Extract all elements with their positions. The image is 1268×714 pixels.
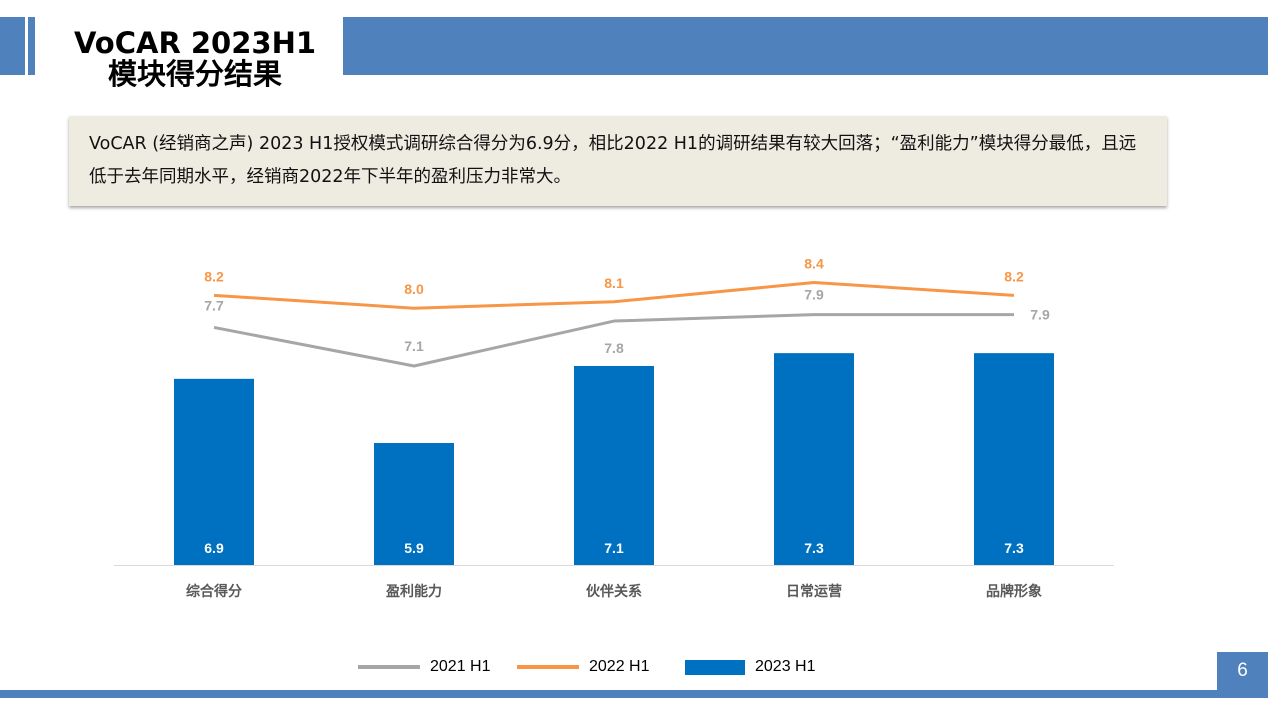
x-tick-label: 伙伴关系 bbox=[586, 583, 642, 600]
data-label-2021-H1: 7.1 bbox=[404, 338, 424, 354]
bar-2023 bbox=[774, 353, 854, 565]
legend-2021: 2021 H1 bbox=[358, 658, 491, 676]
line-2021-H1 bbox=[213, 313, 1014, 368]
legend-label: 2021 H1 bbox=[430, 658, 491, 675]
data-label-2021-H1: 7.7 bbox=[204, 297, 224, 313]
legend-swatch-2021 bbox=[358, 665, 420, 669]
legend-swatch-2023 bbox=[685, 659, 745, 675]
legend-label: 2022 H1 bbox=[589, 658, 650, 675]
page-title: VoCAR 2023H1 模块得分结果 bbox=[60, 28, 330, 90]
line-2022-H1 bbox=[213, 281, 1015, 310]
legend-2023: 2023 H1 bbox=[685, 658, 816, 676]
title-line-2: 模块得分结果 bbox=[107, 57, 282, 91]
bar-2023 bbox=[174, 378, 254, 565]
bar-2023 bbox=[374, 443, 454, 565]
footer-bar bbox=[0, 690, 1268, 698]
bar-label: 7.3 bbox=[804, 540, 824, 556]
bar-label: 7.1 bbox=[604, 540, 624, 556]
x-tick-label: 品牌形象 bbox=[986, 583, 1042, 600]
bar-2023 bbox=[574, 365, 654, 565]
data-label-2022-H1: 8.1 bbox=[604, 275, 624, 291]
legend-swatch-2022 bbox=[517, 665, 579, 669]
bar-label: 5.9 bbox=[404, 540, 424, 556]
title-line-1: VoCAR 2023H1 bbox=[73, 26, 317, 60]
x-tick-label: 盈利能力 bbox=[385, 583, 442, 600]
bar-2023 bbox=[974, 353, 1054, 565]
header-bar-left-thin bbox=[28, 17, 35, 75]
data-label-2022-H1: 8.4 bbox=[804, 256, 824, 272]
legend-label: 2023 H1 bbox=[755, 658, 816, 675]
bar-label: 6.9 bbox=[204, 540, 224, 556]
legend-2022: 2022 H1 bbox=[517, 658, 650, 676]
data-label-2021-H1: 7.9 bbox=[1030, 307, 1050, 323]
summary-box: VoCAR (经销商之声) 2023 H1授权模式调研综合得分为6.9分，相比2… bbox=[69, 116, 1167, 206]
bar-label: 7.3 bbox=[1004, 540, 1024, 556]
page-number: 6 bbox=[1217, 652, 1268, 690]
header-bar-left bbox=[0, 17, 25, 75]
data-label-2022-H1: 8.2 bbox=[1004, 268, 1024, 284]
data-label-2022-H1: 8.2 bbox=[204, 268, 224, 284]
header-bar-right bbox=[343, 17, 1268, 75]
data-label-2021-H1: 7.9 bbox=[804, 287, 824, 303]
data-label-2022-H1: 8.0 bbox=[404, 281, 424, 297]
x-tick-label: 综合得分 bbox=[186, 583, 242, 600]
x-tick-label: 日常运营 bbox=[786, 583, 842, 600]
data-label-2021-H1: 7.8 bbox=[604, 340, 624, 356]
